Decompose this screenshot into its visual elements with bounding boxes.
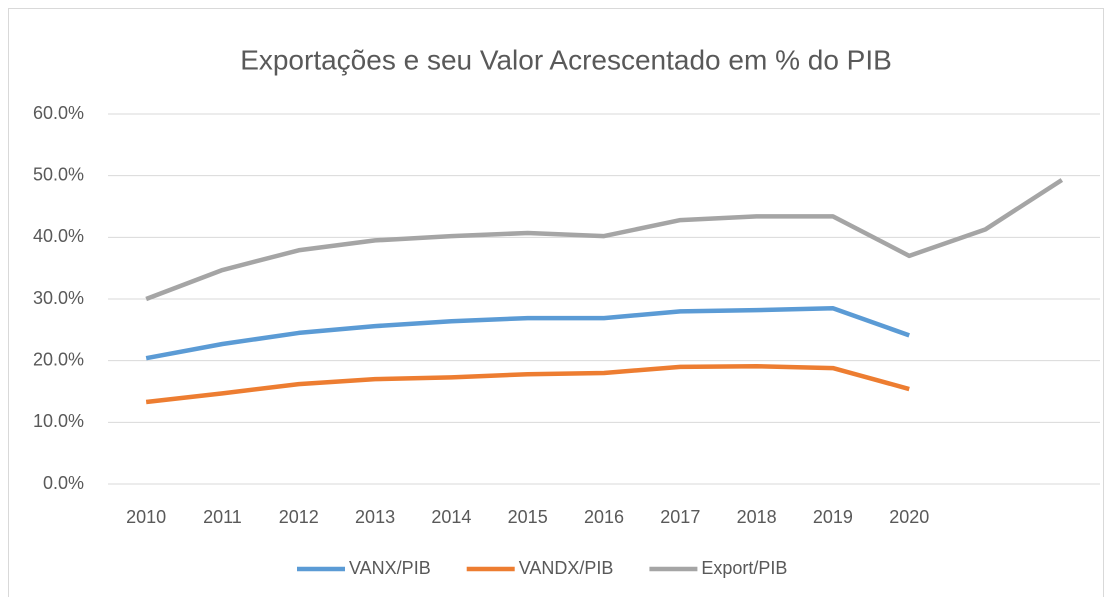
y-tick-label: 40.0% [33, 226, 84, 246]
y-tick-label: 20.0% [33, 349, 84, 369]
chart-border [8, 8, 1104, 602]
x-tick-label: 2014 [431, 507, 471, 527]
x-tick-label: 2019 [813, 507, 853, 527]
legend-label: VANDX/PIB [519, 558, 614, 578]
y-tick-label: 10.0% [33, 411, 84, 431]
x-tick-label: 2013 [355, 507, 395, 527]
y-tick-label: 30.0% [33, 288, 84, 308]
x-tick-label: 2020 [889, 507, 929, 527]
y-tick-label: 60.0% [33, 103, 84, 123]
legend-label: VANX/PIB [349, 558, 431, 578]
x-tick-label: 2010 [126, 507, 166, 527]
x-tick-label: 2012 [279, 507, 319, 527]
y-tick-label: 50.0% [33, 164, 84, 184]
data-line [145, 306, 910, 361]
x-tick-label: 2017 [660, 507, 700, 527]
x-tick-label: 2018 [737, 507, 777, 527]
data-line [145, 178, 1064, 302]
x-tick-label: 2015 [508, 507, 548, 527]
y-tick-label: 0.0% [43, 473, 84, 493]
data-line [145, 363, 910, 405]
x-tick-label: 2016 [584, 507, 624, 527]
legend-label: Export/PIB [701, 558, 787, 578]
x-tick-label: 2011 [203, 507, 242, 527]
chart-title: Exportações e seu Valor Acrescentado em … [240, 44, 892, 75]
